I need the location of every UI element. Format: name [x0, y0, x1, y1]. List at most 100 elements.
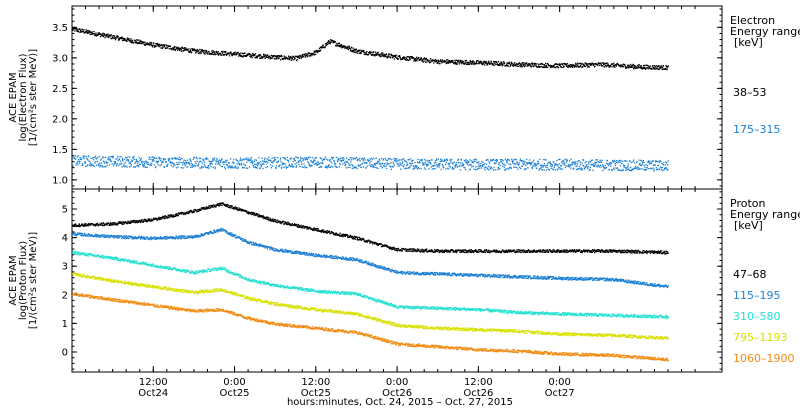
data-point	[72, 157, 74, 159]
data-point	[288, 165, 290, 167]
data-point	[311, 156, 313, 159]
data-point	[229, 167, 231, 169]
data-point	[289, 165, 292, 168]
data-point	[421, 60, 423, 62]
data-point	[572, 65, 574, 67]
data-point	[629, 169, 631, 171]
data-point	[111, 36, 114, 38]
data-point	[549, 161, 551, 163]
data-point	[370, 165, 372, 168]
data-point	[464, 251, 466, 253]
data-point	[409, 158, 412, 160]
data-point	[131, 160, 134, 162]
data-point	[587, 167, 589, 170]
data-point	[537, 66, 539, 68]
data-point	[383, 54, 386, 56]
data-point	[388, 53, 390, 55]
data-point	[376, 53, 378, 56]
data-point	[330, 39, 332, 41]
data-point	[300, 156, 302, 159]
data-point	[99, 33, 101, 35]
data-point	[544, 66, 546, 68]
data-point	[166, 165, 169, 167]
data-point	[126, 158, 129, 160]
data-point	[430, 61, 432, 63]
data-point	[531, 63, 534, 65]
data-point	[286, 159, 288, 161]
data-point	[181, 157, 183, 160]
data-point	[278, 220, 281, 222]
data-point	[237, 166, 239, 168]
data-point	[515, 63, 517, 66]
y-tick-label: 0	[62, 347, 68, 358]
data-point	[305, 157, 307, 159]
data-point	[383, 53, 385, 55]
data-point	[136, 161, 138, 163]
data-point	[110, 160, 112, 162]
data-point	[217, 160, 219, 162]
data-point	[110, 156, 112, 158]
data-point	[572, 64, 575, 66]
data-point	[470, 61, 473, 63]
data-point	[133, 42, 135, 44]
data-point	[211, 53, 213, 55]
data-point	[245, 157, 247, 159]
data-point	[203, 52, 205, 54]
data-point	[248, 52, 250, 55]
data-point	[349, 166, 351, 168]
data-point	[417, 161, 419, 163]
data-point	[238, 163, 240, 166]
data-point	[362, 166, 365, 168]
data-point	[622, 164, 625, 166]
data-point	[546, 249, 549, 251]
data-point	[185, 163, 187, 165]
data-point	[265, 161, 267, 163]
data-point	[227, 167, 229, 169]
data-point	[603, 66, 605, 68]
data-point	[209, 52, 211, 54]
data-point	[319, 46, 321, 49]
data-point	[224, 168, 227, 170]
data-point	[192, 48, 194, 50]
data-point	[401, 162, 403, 164]
data-point	[153, 42, 155, 44]
data-point	[245, 158, 248, 160]
data-point	[107, 157, 109, 159]
data-point	[283, 166, 285, 169]
data-point	[274, 58, 276, 60]
data-point	[363, 157, 365, 159]
data-point	[528, 65, 530, 67]
data-point	[390, 168, 392, 170]
data-point	[79, 28, 81, 30]
data-point	[388, 163, 390, 165]
data-point	[418, 57, 420, 59]
data-point	[78, 159, 80, 161]
data-point	[120, 163, 122, 165]
data-point	[110, 34, 113, 36]
data-point	[570, 64, 572, 66]
data-point	[167, 159, 170, 161]
data-point	[494, 62, 496, 64]
data-point	[530, 64, 532, 66]
data-point	[274, 55, 276, 57]
data-point	[361, 157, 363, 159]
data-point	[121, 37, 123, 39]
data-point	[424, 162, 426, 164]
data-point	[337, 45, 339, 47]
data-point	[274, 156, 276, 159]
data-point	[438, 62, 440, 65]
data-point	[117, 35, 119, 38]
data-point	[599, 161, 601, 163]
data-point	[339, 232, 341, 234]
data-point	[218, 54, 220, 56]
data-point	[488, 161, 490, 163]
data-point	[659, 168, 661, 171]
data-point	[108, 35, 111, 37]
data-point	[304, 166, 306, 169]
data-point	[229, 165, 231, 167]
data-point	[262, 167, 264, 170]
data-point	[341, 47, 343, 49]
data-point	[370, 53, 372, 55]
data-point	[104, 162, 106, 164]
data-point	[379, 159, 381, 161]
